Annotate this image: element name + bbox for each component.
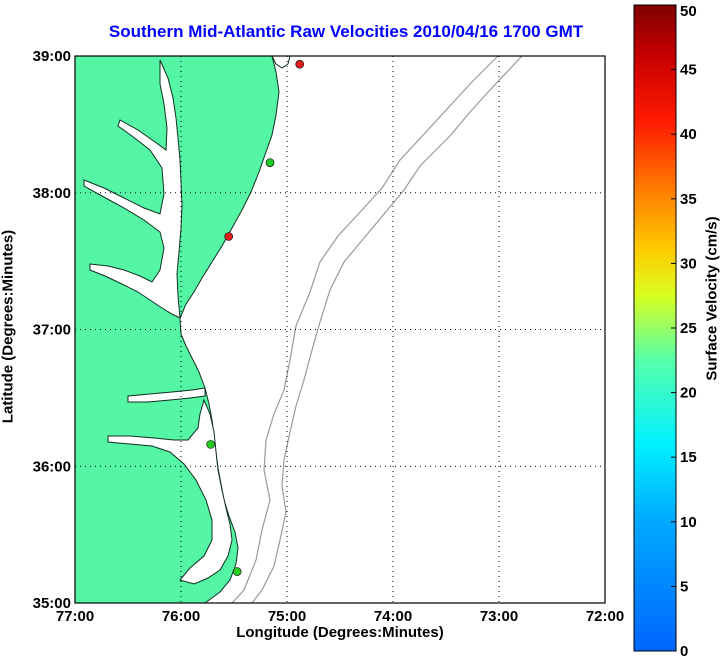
y-axis-label: Latitude (Degrees:Minutes) [0,229,17,424]
map-title: Southern Mid-Atlantic Raw Velocities 201… [108,22,584,41]
hf-radar-station [206,440,215,449]
x-tick-label: 72:00 [586,608,624,625]
y-tick-label: 39:00 [33,48,71,65]
hf-radar-station [265,158,275,167]
y-tick-label: 36:00 [33,458,71,475]
y-tick-label: 38:00 [33,185,71,202]
colorbar-bar [633,4,677,652]
tick-labels: 77:00 76:00 75:00 74:00 73:00 72:00 39:00 38:00… [33,48,625,625]
x-tick-label: 75:00 [268,608,306,625]
colorbar-tick-label: 10 [680,514,697,531]
y-tick-label: 35:00 [33,595,71,612]
colorbar-tick-label: 45 [680,62,697,79]
x-tick-label: 73:00 [480,608,518,625]
colorbar-tick-label: 50 [680,3,697,20]
y-tick-label: 37:00 [33,322,71,339]
x-tick-label: 74:00 [374,608,412,625]
colorbar-tick-label: 35 [680,191,697,208]
station-markers [206,59,305,576]
hf-radar-station [232,567,242,576]
x-tick-label: 76:00 [162,608,200,625]
x-axis-label: Longitude (Degrees:Minutes) [236,624,444,641]
colorbar-tick-label: 40 [680,126,697,143]
bathymetry-contour [251,56,523,603]
hf-radar-station [295,59,305,69]
colorbar-tick-label: 30 [680,255,697,272]
plot-border [74,55,606,604]
pamlico-sound [107,398,233,585]
delaware-bay [271,56,291,69]
colorbar-tick-label: 20 [680,385,697,402]
colorbar-tick-label: 5 [680,578,688,595]
bathymetry-contour [231,56,499,603]
colorbar-tick-label: 25 [680,320,697,337]
x-tick-label: 77:00 [56,608,94,625]
grid-lines [75,56,605,603]
colorbar-tick-label: 15 [680,449,697,466]
colorbar-tick-label: 0 [680,643,688,659]
colorbar-label: Surface Velocity (cm/s) [703,216,721,381]
colorbar-ticks: 0 5 10 15 20 25 30 35 40 45 50 [671,3,697,659]
albemarle-sound [127,387,206,403]
hf-radar-station [224,232,233,241]
